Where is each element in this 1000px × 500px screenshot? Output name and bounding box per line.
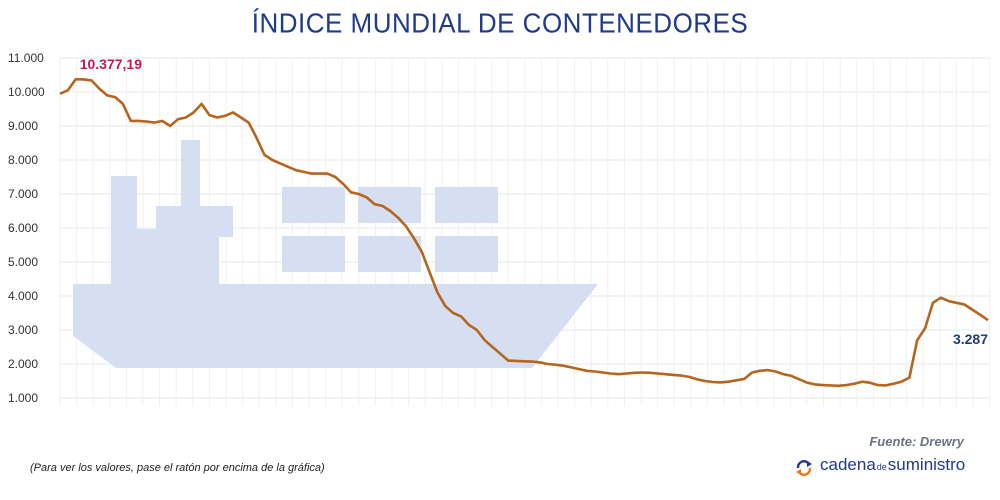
brand-logo[interactable]: cadena de suministro: [794, 455, 965, 481]
y-tick-label: 8.000: [8, 153, 38, 167]
y-tick-label: 10.000: [8, 85, 45, 99]
chart-title: ÍNDICE MUNDIAL DE CONTENEDORES: [251, 7, 749, 39]
brand-text-cadena: cadena: [820, 455, 876, 474]
refresh-arrows-icon: [796, 460, 812, 476]
container-ship-icon: [73, 140, 598, 368]
y-tick-label: 2.000: [8, 357, 38, 371]
hover-hint: (Para ver los valores, pase el ratón por…: [30, 462, 325, 474]
annotation-max-value: 10.377,19: [80, 56, 142, 72]
y-tick-label: 1.000: [8, 391, 38, 405]
y-tick-label: 11.000: [8, 51, 44, 65]
brand-text-suministro: suministro: [887, 455, 966, 474]
y-tick-label: 3.000: [8, 323, 38, 337]
y-tick-label: 9.000: [8, 119, 38, 133]
y-tick-label: 4.000: [8, 289, 38, 303]
y-tick-label: 5.000: [8, 255, 38, 269]
y-tick-label: 6.000: [8, 221, 38, 235]
y-tick-label: 7.000: [8, 187, 38, 201]
brand-text-de: de: [876, 462, 887, 472]
series-line[interactable]: [59, 77, 989, 388]
annotation-last-value: 3.287: [953, 331, 988, 347]
source-label: Fuente: Drewry: [869, 434, 964, 449]
